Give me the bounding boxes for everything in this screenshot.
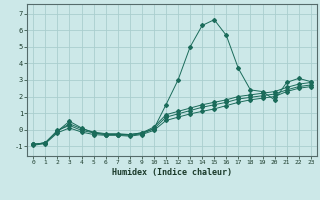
X-axis label: Humidex (Indice chaleur): Humidex (Indice chaleur) <box>112 168 232 177</box>
